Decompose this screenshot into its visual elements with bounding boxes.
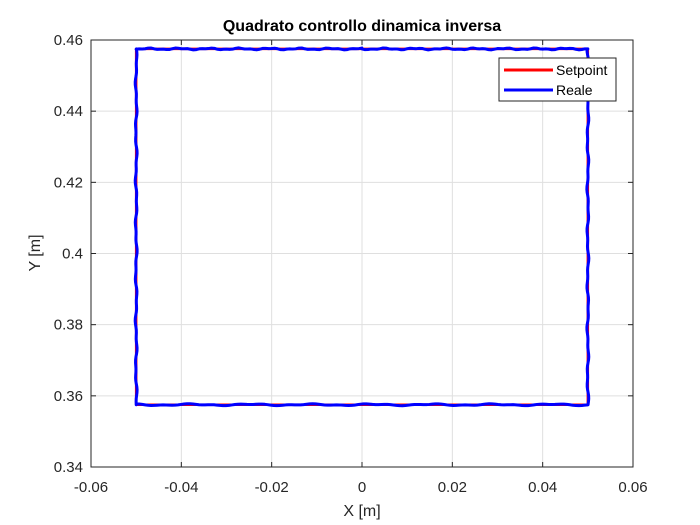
x-tick-label: 0.04 xyxy=(528,479,557,496)
legend-label-reale: Reale xyxy=(556,82,593,98)
x-tick-label: -0.04 xyxy=(164,479,198,496)
y-tick-label: 0.42 xyxy=(54,174,83,191)
legend: Setpoint Reale xyxy=(498,57,617,102)
legend-label-setpoint: Setpoint xyxy=(556,62,607,78)
y-tick-label: 0.38 xyxy=(54,317,83,334)
x-tick-label: 0.02 xyxy=(438,479,467,496)
x-tick-label: 0.06 xyxy=(618,479,647,496)
x-tick-label: -0.06 xyxy=(74,479,108,496)
x-axis-label: X [m] xyxy=(343,503,380,520)
y-tick-label: 0.34 xyxy=(54,459,83,476)
legend-box xyxy=(498,57,617,102)
y-tick-label: 0.36 xyxy=(54,388,83,405)
ticks xyxy=(90,39,634,468)
y-axis-label: Y [m] xyxy=(27,234,44,271)
y-tick-label: 0.44 xyxy=(54,103,83,120)
y-tick-label: 0.46 xyxy=(54,32,83,49)
tick-labels: -0.06 -0.04 -0.02 0 0.02 0.04 0.06 0.34 0.36 0.38… xyxy=(54,32,648,496)
x-tick-label: 0 xyxy=(358,479,366,496)
chart-title: Quadrato controllo dinamica inversa xyxy=(223,18,501,35)
x-tick-label: -0.02 xyxy=(255,479,289,496)
y-tick-label: 0.4 xyxy=(62,246,83,263)
